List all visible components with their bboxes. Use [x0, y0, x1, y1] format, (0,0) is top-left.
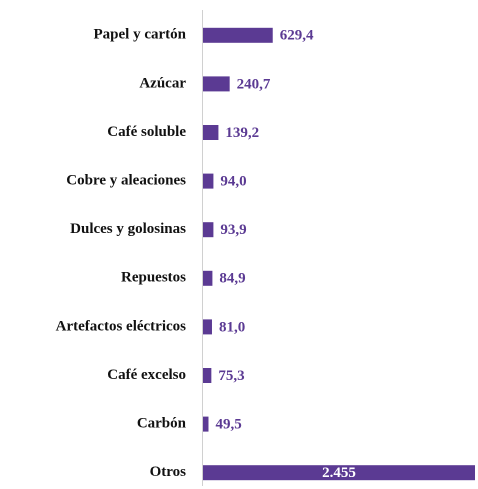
value-label: 139,2	[225, 125, 259, 141]
bar	[203, 125, 219, 140]
category-label: Cobre y aleaciones	[66, 173, 186, 189]
bar	[203, 368, 212, 383]
value-label: 94,0	[220, 174, 246, 190]
category-label: Dulces y golosinas	[70, 221, 186, 237]
category-label: Repuestos	[121, 270, 186, 286]
bar	[203, 222, 214, 238]
value-label: 93,9	[220, 222, 246, 238]
value-label: 240,7	[237, 76, 271, 92]
bar	[203, 270, 213, 286]
value-label: 75,3	[218, 368, 244, 384]
bar	[203, 465, 475, 481]
value-label: 81,0	[219, 319, 245, 335]
category-label: Café excelso	[107, 367, 186, 383]
category-label: Café soluble	[107, 124, 186, 140]
value-label: 84,9	[219, 271, 245, 287]
bar	[203, 76, 230, 92]
bar	[203, 319, 212, 335]
category-label: Otros	[150, 464, 187, 480]
bar	[203, 173, 214, 189]
category-label: Azúcar	[139, 75, 186, 91]
category-label: Carbón	[137, 416, 187, 432]
bar	[203, 27, 273, 43]
value-label: 49,5	[215, 417, 241, 433]
category-label: Artefactos eléctricos	[56, 318, 186, 334]
value-label: 2.455	[322, 465, 356, 481]
value-label: 629,4	[280, 28, 314, 44]
category-label: Papel y cartón	[94, 27, 187, 43]
bar	[203, 416, 209, 432]
